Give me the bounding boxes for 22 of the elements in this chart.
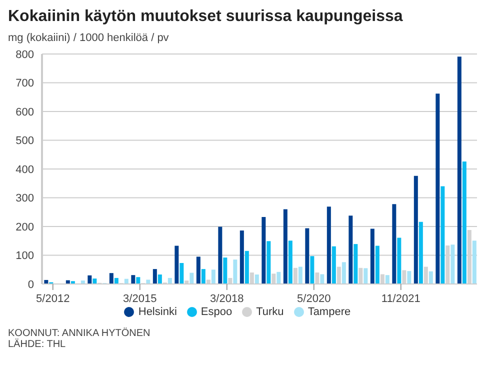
y-axis-title: mg (kokaiini) / 1000 henkilöä / pv	[8, 32, 170, 44]
x-tick-label: 5/2012	[36, 293, 70, 305]
legend-label: Tampere	[308, 306, 351, 318]
y-tick-label: 600	[16, 106, 34, 118]
text: LÄHDE: THL	[8, 339, 67, 350]
legend-label: Espoo	[200, 306, 232, 318]
y-tick-label: 300	[16, 192, 34, 205]
x-tick-label: 3/2015	[123, 293, 157, 305]
y-tick-label: 200	[16, 221, 34, 234]
x-tick-label: 5/2020	[297, 293, 331, 305]
text: KOONNUT: ANNIKA HYTÖNEN	[8, 328, 152, 339]
x-tick-label: 3/2018	[210, 293, 244, 305]
legend-label: Turku	[256, 306, 284, 318]
y-tick-label: 100	[16, 250, 34, 262]
y-tick-label: 500	[16, 135, 34, 148]
y-tick-label: 0	[28, 278, 34, 291]
y-tick-label: 700	[16, 78, 34, 90]
x-tick-label: 11/2021	[381, 293, 420, 305]
y-tick-label: 800	[16, 48, 34, 61]
y-tick-label: 400	[16, 164, 34, 176]
chart-title: Kokaiinin käytön muutokset suurissa kaupungeissa	[8, 8, 404, 26]
legend-label: Helsinki	[138, 306, 177, 318]
